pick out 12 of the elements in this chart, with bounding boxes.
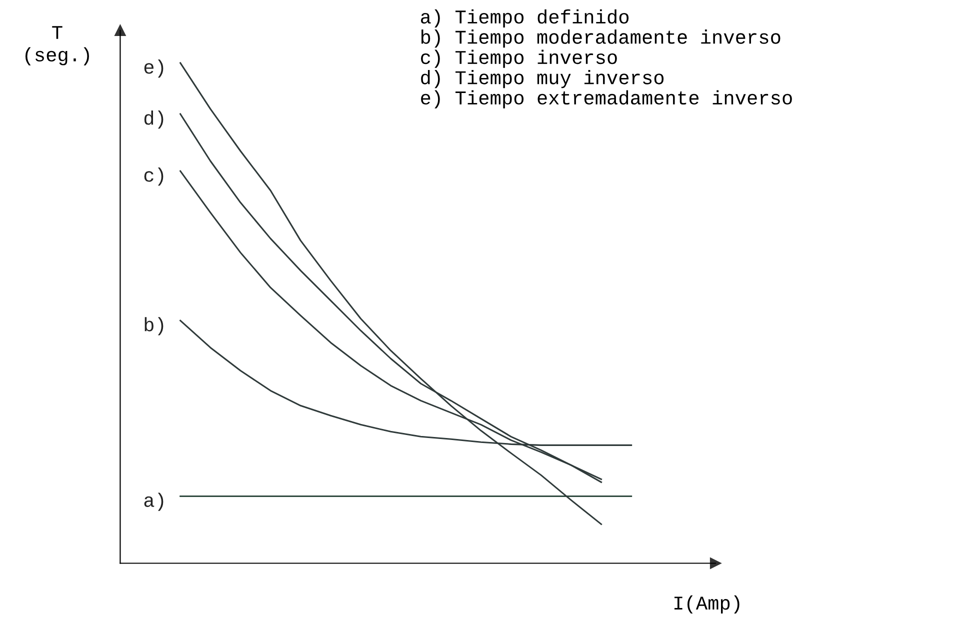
- series-label: d): [144, 110, 164, 129]
- series-label: e): [144, 59, 164, 78]
- text: b) Tiempo moderadamente inverso: [421, 30, 780, 48]
- annotation: c) Tiempo inverso: [420, 50, 617, 68]
- text: a) Tiempo definido: [420, 9, 629, 28]
- series-label: c): [144, 168, 164, 186]
- series-label: a): [144, 492, 164, 511]
- annotation: e) Tiempo extremadamente inverso: [421, 90, 792, 108]
- series-label: b): [144, 317, 164, 336]
- y-axis-title: T (seg.): [25, 26, 89, 66]
- x-axis-title: I(Amp): [674, 595, 740, 614]
- annotation: d) Tiempo muy inverso: [421, 70, 664, 88]
